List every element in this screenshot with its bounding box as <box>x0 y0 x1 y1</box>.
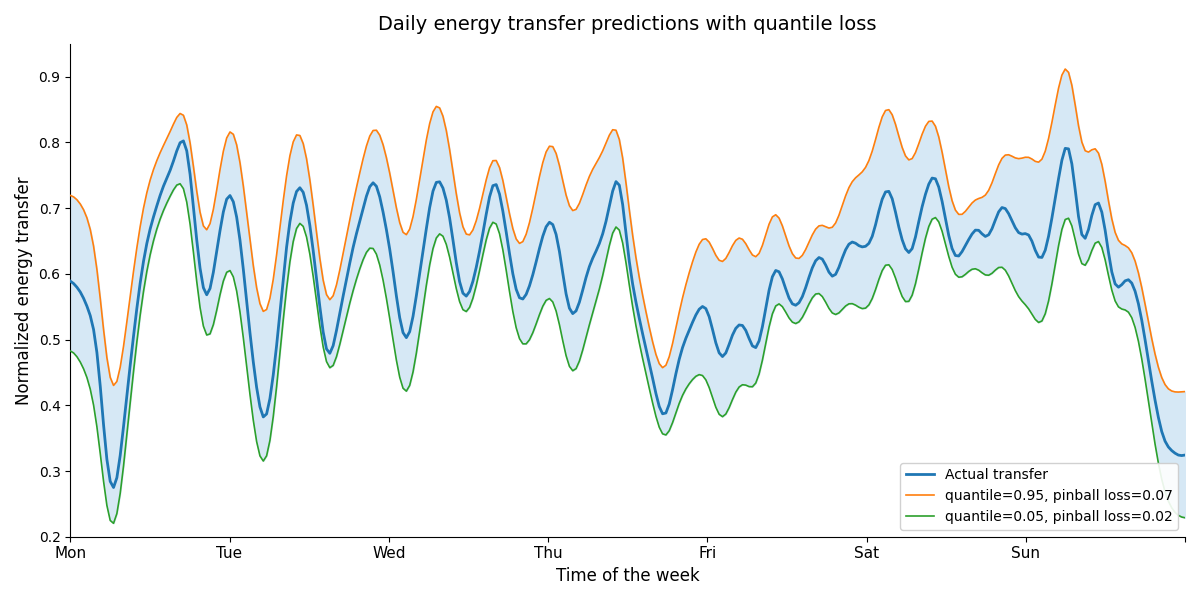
Actual transfer <box>1177 451 1192 458</box>
quantile=0.95, pinball loss=0.07 <box>689 248 703 256</box>
Actual transfer <box>107 484 121 491</box>
quantile=0.95, pinball loss=0.07 <box>1171 388 1186 395</box>
quantile=0.95, pinball loss=0.07 <box>77 206 91 214</box>
quantile=0.05, pinball loss=0.02 <box>316 343 330 350</box>
quantile=0.05, pinball loss=0.02 <box>982 272 996 279</box>
Legend: Actual transfer, quantile=0.95, pinball loss=0.07, quantile=0.05, pinball loss=0: Actual transfer, quantile=0.95, pinball … <box>900 463 1178 530</box>
quantile=0.05, pinball loss=0.02 <box>77 365 91 373</box>
quantile=0.05, pinball loss=0.02 <box>64 347 78 355</box>
quantile=0.05, pinball loss=0.02 <box>107 520 121 527</box>
Actual transfer <box>77 295 91 302</box>
quantile=0.05, pinball loss=0.02 <box>995 263 1009 271</box>
quantile=0.95, pinball loss=0.07 <box>396 229 410 236</box>
quantile=0.05, pinball loss=0.02 <box>695 372 709 379</box>
Line: quantile=0.05, pinball loss=0.02: quantile=0.05, pinball loss=0.02 <box>71 184 1184 523</box>
Actual transfer <box>695 303 709 310</box>
Line: quantile=0.95, pinball loss=0.07: quantile=0.95, pinball loss=0.07 <box>71 69 1184 392</box>
quantile=0.95, pinball loss=0.07 <box>988 170 1002 177</box>
Actual transfer <box>316 328 330 335</box>
quantile=0.95, pinball loss=0.07 <box>974 194 989 201</box>
quantile=0.95, pinball loss=0.07 <box>1058 65 1073 73</box>
quantile=0.95, pinball loss=0.07 <box>310 229 324 236</box>
Actual transfer <box>995 204 1009 211</box>
Actual transfer <box>982 231 996 238</box>
Actual transfer <box>176 137 191 145</box>
quantile=0.05, pinball loss=0.02 <box>402 382 416 389</box>
X-axis label: Time of the week: Time of the week <box>556 567 700 585</box>
quantile=0.95, pinball loss=0.07 <box>1177 388 1192 395</box>
Actual transfer <box>402 328 416 335</box>
Line: Actual transfer: Actual transfer <box>71 141 1184 488</box>
quantile=0.05, pinball loss=0.02 <box>1177 514 1192 521</box>
quantile=0.95, pinball loss=0.07 <box>64 192 78 199</box>
quantile=0.05, pinball loss=0.02 <box>173 180 187 187</box>
Title: Daily energy transfer predictions with quantile loss: Daily energy transfer predictions with q… <box>378 15 877 34</box>
Actual transfer <box>64 278 78 285</box>
Y-axis label: Normalized energy transfer: Normalized energy transfer <box>14 176 34 404</box>
